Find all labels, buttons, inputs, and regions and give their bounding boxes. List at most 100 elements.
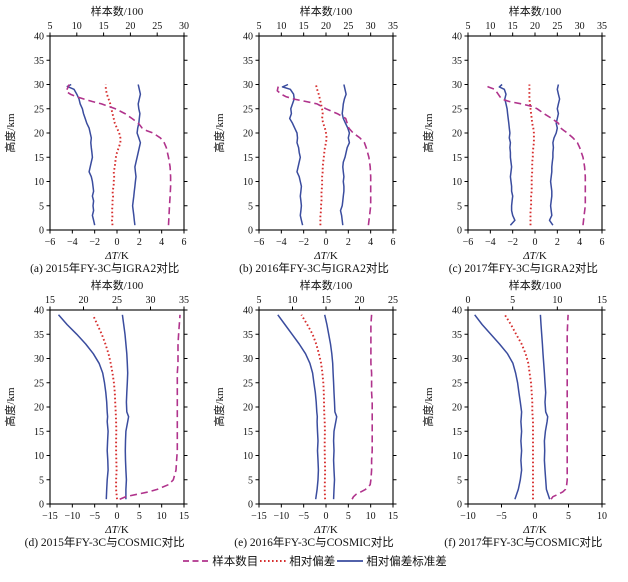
legend: 样本数目 相对偏差 相对偏差标准差: [0, 553, 628, 569]
svg-text:30: 30: [575, 21, 585, 32]
svg-text:ΔT/K: ΔT/K: [104, 250, 129, 262]
svg-text:25: 25: [343, 21, 353, 32]
svg-text:5: 5: [346, 511, 351, 522]
svg-text:35: 35: [34, 330, 44, 341]
svg-text:ΔT/K: ΔT/K: [523, 524, 548, 536]
svg-text:高度/km: 高度/km: [3, 387, 17, 427]
svg-text:5: 5: [510, 295, 515, 306]
svg-text:25: 25: [243, 104, 253, 115]
svg-text:5: 5: [248, 201, 253, 212]
legend-label-bias: 相对偏差: [289, 556, 336, 568]
svg-text:20: 20: [354, 295, 364, 306]
svg-text:6: 6: [181, 237, 186, 248]
svg-text:−5: −5: [496, 511, 507, 522]
svg-text:30: 30: [34, 354, 44, 365]
subplot-d-caption: (d) 2015年FY-3C与COSMIC对比: [24, 537, 185, 549]
svg-text:15: 15: [299, 21, 309, 32]
svg-text:25: 25: [452, 104, 462, 115]
svg-text:−6: −6: [254, 237, 265, 248]
svg-text:0: 0: [533, 237, 538, 248]
svg-text:35: 35: [243, 56, 253, 67]
svg-text:10: 10: [486, 21, 496, 32]
svg-text:ΔT/K: ΔT/K: [313, 524, 338, 536]
svg-text:35: 35: [388, 21, 398, 32]
svg-text:10: 10: [597, 511, 607, 522]
svg-text:5: 5: [256, 21, 261, 32]
svg-text:20: 20: [78, 295, 88, 306]
subplot-e-caption: (e) 2016年FY-3C与COSMIC对比: [234, 537, 394, 549]
svg-text:30: 30: [145, 295, 155, 306]
svg-text:−4: −4: [67, 237, 78, 248]
svg-text:−6: −6: [44, 237, 55, 248]
subplot-c: −6 −4 −2 0 2 4 6 5 10 15 20 25 30 35 0 5 10 15 20 25 30 35 40 样…: [419, 2, 628, 276]
svg-text:40: 40: [34, 306, 44, 317]
subplot-b: −6 −4 −2 0 2 4 6 5 10 15 20 25 30 35 0 5 10 15 20 25 30 35 40 样…: [209, 2, 418, 276]
svg-text:35: 35: [597, 21, 607, 32]
svg-text:−10: −10: [460, 511, 476, 522]
svg-text:ΔT/K: ΔT/K: [104, 524, 129, 536]
svg-text:20: 20: [34, 129, 44, 140]
svg-text:高度/km: 高度/km: [421, 387, 435, 427]
svg-text:−6: −6: [463, 237, 474, 248]
subplot-a-canvas: −6 −4 −2 0 2 4 6 5 10 15 20 25 30 0 5 10 15 20 25 30 35 40 样本数…: [3, 4, 189, 262]
svg-text:0: 0: [457, 500, 462, 511]
svg-text:0: 0: [39, 226, 44, 237]
svg-text:高度/km: 高度/km: [212, 387, 226, 427]
svg-text:−2: −2: [508, 237, 519, 248]
svg-text:35: 35: [179, 295, 189, 306]
svg-text:10: 10: [71, 21, 81, 32]
svg-text:5: 5: [466, 21, 471, 32]
subplot-b-caption: (b) 2016年FY-3C与IGRA2对比: [239, 263, 389, 275]
svg-text:30: 30: [243, 80, 253, 91]
subplot-a-caption: (a) 2015年FY-3C与IGRA2对比: [30, 263, 180, 275]
svg-text:20: 20: [125, 21, 135, 32]
svg-text:20: 20: [243, 403, 253, 414]
svg-text:0: 0: [466, 295, 471, 306]
svg-text:5: 5: [136, 511, 141, 522]
legend-label-std: 相对偏差标准差: [366, 556, 447, 568]
svg-text:0: 0: [248, 500, 253, 511]
svg-text:样本数/100: 样本数/100: [300, 4, 353, 18]
svg-text:2: 2: [346, 237, 351, 248]
svg-text:30: 30: [366, 21, 376, 32]
svg-text:10: 10: [156, 511, 166, 522]
subplot-d-canvas: −15 −10 −5 0 5 10 15 15 20 25 30 35 0 5 10 15 20 25 30 35 40…: [3, 278, 189, 536]
legend-item-sample-count: 样本数目: [181, 553, 258, 569]
svg-text:0: 0: [533, 511, 538, 522]
legend-label-sample-count: 样本数目: [212, 556, 259, 568]
svg-text:−5: −5: [298, 511, 309, 522]
svg-text:样本数/100: 样本数/100: [509, 278, 562, 292]
solid-line-swatch-icon: [337, 560, 364, 562]
svg-text:ΔT/K: ΔT/K: [313, 250, 338, 262]
svg-text:15: 15: [34, 427, 44, 438]
svg-text:样本数/100: 样本数/100: [300, 278, 353, 292]
svg-text:6: 6: [390, 237, 395, 248]
svg-text:40: 40: [243, 306, 253, 317]
subplot-d: −15 −10 −5 0 5 10 15 15 20 25 30 35 0 5 10 15 20 25 30 35 40…: [0, 276, 209, 550]
subplot-c-canvas: −6 −4 −2 0 2 4 6 5 10 15 20 25 30 35 0 5 10 15 20 25 30 35 40 样…: [421, 4, 607, 262]
svg-text:15: 15: [597, 295, 607, 306]
svg-text:0: 0: [114, 511, 119, 522]
svg-text:15: 15: [452, 153, 462, 164]
svg-text:25: 25: [243, 378, 253, 389]
svg-text:5: 5: [457, 475, 462, 486]
subplot-e: −15 −10 −5 0 5 10 15 5 10 15 20 25 0 5 10 15 20 25 30 35 40 样…: [209, 276, 418, 550]
svg-text:−4: −4: [276, 237, 287, 248]
svg-text:15: 15: [34, 153, 44, 164]
svg-text:20: 20: [530, 21, 540, 32]
svg-text:0: 0: [248, 226, 253, 237]
subplot-f: −10 −5 0 5 10 0 5 10 15 0 5 10 15 20 25 30 35 40 样本数/100 ΔT…: [419, 276, 628, 550]
svg-text:15: 15: [321, 295, 331, 306]
subplot-e-canvas: −15 −10 −5 0 5 10 15 5 10 15 20 25 0 5 10 15 20 25 30 35 40 样…: [212, 278, 398, 536]
svg-text:2: 2: [136, 237, 141, 248]
svg-text:5: 5: [256, 295, 261, 306]
svg-text:10: 10: [243, 451, 253, 462]
svg-text:10: 10: [276, 21, 286, 32]
svg-text:−2: −2: [298, 237, 309, 248]
svg-text:10: 10: [34, 451, 44, 462]
svg-text:20: 20: [243, 129, 253, 140]
dashed-line-swatch-icon: [183, 560, 210, 562]
svg-text:15: 15: [243, 153, 253, 164]
subplot-a: −6 −4 −2 0 2 4 6 5 10 15 20 25 30 0 5 10 15 20 25 30 35 40 样本数…: [0, 2, 209, 276]
subplot-b-canvas: −6 −4 −2 0 2 4 6 5 10 15 20 25 30 35 0 5 10 15 20 25 30 35 40 样…: [212, 4, 398, 262]
